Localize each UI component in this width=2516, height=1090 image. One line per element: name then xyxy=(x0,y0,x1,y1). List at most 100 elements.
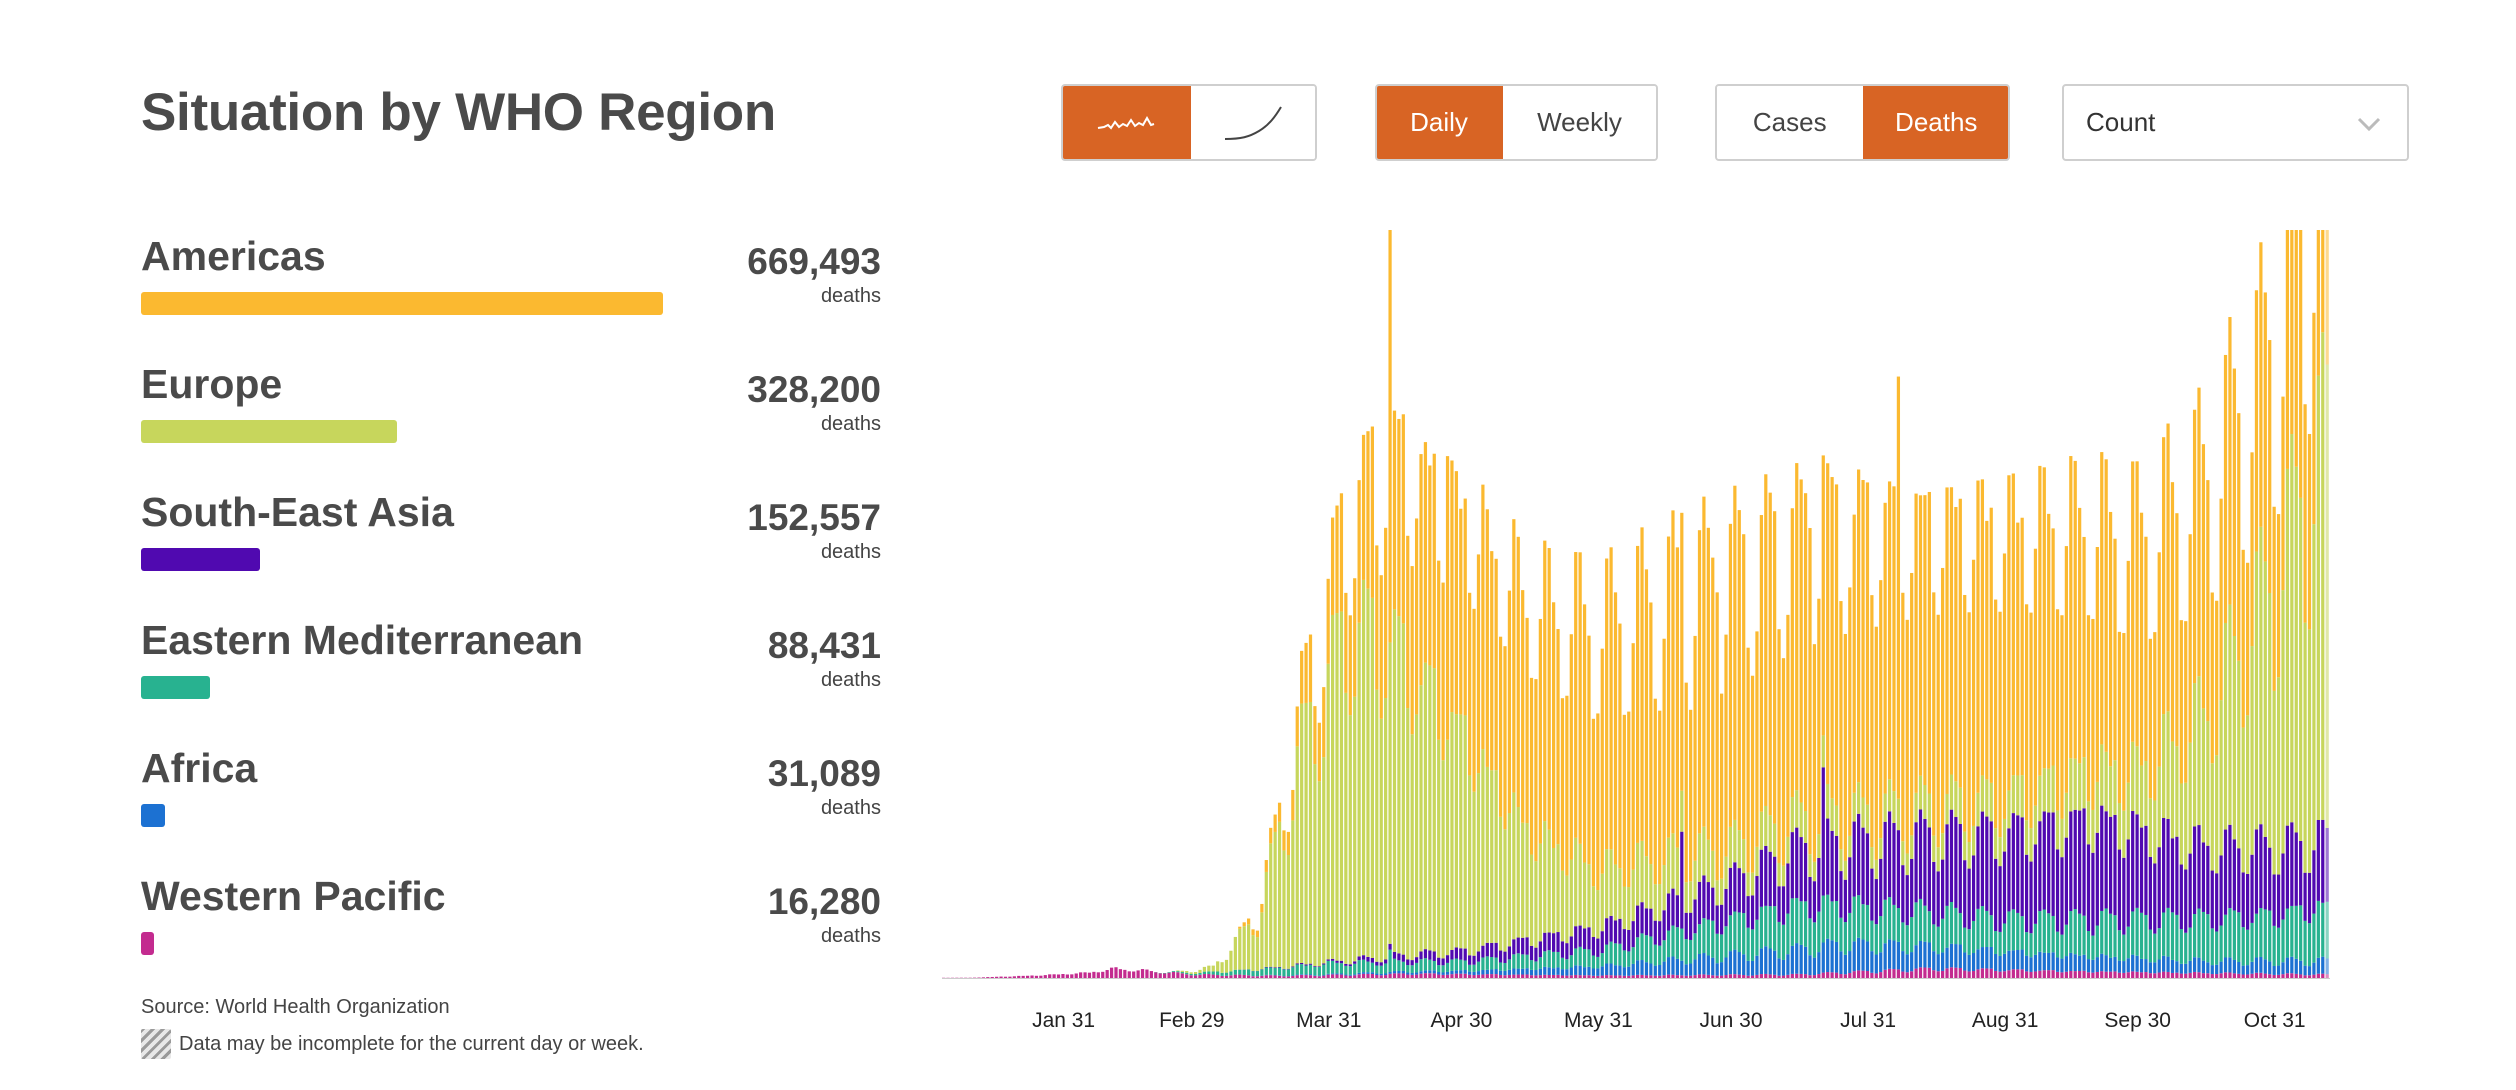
bar-segment-africa[interactable] xyxy=(1313,975,1317,976)
bar-segment-europe[interactable] xyxy=(1379,718,1383,963)
bar-segment-americas[interactable] xyxy=(2016,522,2020,776)
bar-segment-south-east-asia[interactable] xyxy=(1821,767,1825,896)
bar-segment-africa[interactable] xyxy=(2166,956,2170,972)
bar-segment-americas[interactable] xyxy=(1560,698,1565,871)
bar-segment-europe[interactable] xyxy=(1821,735,1825,768)
bar-segment-south-east-asia[interactable] xyxy=(1768,851,1772,907)
bar-segment-americas[interactable] xyxy=(1255,930,1260,938)
bar-segment-western-pacific[interactable] xyxy=(2162,971,2166,978)
bar-segment-europe[interactable] xyxy=(1366,588,1370,957)
bar-segment-eastern-mediterranean[interactable] xyxy=(1702,918,1706,954)
bar-segment-south-east-asia[interactable] xyxy=(1277,966,1282,968)
bar-segment-western-pacific[interactable] xyxy=(1582,975,1587,978)
bar-segment-western-pacific[interactable] xyxy=(1697,974,1702,978)
bar-segment-africa[interactable] xyxy=(1702,953,1706,975)
cumulative-shape-button[interactable] xyxy=(1189,86,1315,159)
bar-segment-south-east-asia[interactable] xyxy=(2122,857,2126,935)
bar-segment-south-east-asia[interactable] xyxy=(1971,855,1976,921)
bar-segment-south-east-asia[interactable] xyxy=(2135,814,2139,908)
bar-segment-americas[interactable] xyxy=(1392,410,1397,610)
bar-segment-americas[interactable] xyxy=(1918,495,1923,776)
bar-segment-africa[interactable] xyxy=(1852,941,1856,972)
bar-segment-eastern-mediterranean[interactable] xyxy=(1826,894,1830,939)
bar-segment-americas[interactable] xyxy=(1600,648,1604,874)
bar-segment-south-east-asia[interactable] xyxy=(2184,869,2188,933)
bar-segment-europe[interactable] xyxy=(2303,622,2307,873)
bar-segment-south-east-asia[interactable] xyxy=(1728,867,1733,916)
bar-segment-eastern-mediterranean[interactable] xyxy=(1636,937,1640,961)
bar-segment-eastern-mediterranean[interactable] xyxy=(1322,964,1326,976)
bar-segment-africa[interactable] xyxy=(2170,959,2175,973)
bar-segment-south-east-asia[interactable] xyxy=(1392,951,1397,959)
bar-segment-western-pacific[interactable] xyxy=(1887,968,1892,978)
bar-segment-eastern-mediterranean[interactable] xyxy=(1733,911,1737,950)
bar-segment-europe[interactable] xyxy=(2259,526,2263,825)
bar-segment-south-east-asia[interactable] xyxy=(1808,876,1812,919)
bar-segment-western-pacific[interactable] xyxy=(1812,975,1817,978)
bar-segment-eastern-mediterranean[interactable] xyxy=(2272,925,2276,966)
bar-segment-europe[interactable] xyxy=(2197,676,2201,826)
bar-segment-eastern-mediterranean[interactable] xyxy=(1980,906,1985,948)
bar-segment-africa[interactable] xyxy=(2223,957,2228,973)
bar-segment-europe[interactable] xyxy=(1410,734,1414,961)
bar-segment-south-east-asia[interactable] xyxy=(1472,955,1476,965)
bar-segment-eastern-mediterranean[interactable] xyxy=(2184,932,2188,964)
bar-segment-eastern-mediterranean[interactable] xyxy=(1282,969,1286,977)
bar-segment-eastern-mediterranean[interactable] xyxy=(1251,971,1255,977)
bar-segment-africa[interactable] xyxy=(1998,955,2002,972)
bar-segment-western-pacific[interactable] xyxy=(1764,973,1768,978)
bar-segment-western-pacific[interactable] xyxy=(1441,974,1445,978)
bar-segment-eastern-mediterranean[interactable] xyxy=(1737,912,1741,953)
bar-segment-eastern-mediterranean[interactable] xyxy=(1870,920,1874,952)
bar-segment-africa[interactable] xyxy=(1653,965,1657,976)
bar-segment-western-pacific[interactable] xyxy=(1600,975,1604,978)
bar-segment-eastern-mediterranean[interactable] xyxy=(1719,934,1724,963)
bar-segment-africa[interactable] xyxy=(1525,968,1529,975)
bar-segment-africa[interactable] xyxy=(2113,956,2117,972)
bar-segment-africa[interactable] xyxy=(1330,973,1335,975)
bar-segment-eastern-mediterranean[interactable] xyxy=(1476,961,1481,972)
bar-segment-south-east-asia[interactable] xyxy=(1569,936,1573,956)
bar-segment-western-pacific[interactable] xyxy=(2042,970,2046,978)
bar-segment-western-pacific[interactable] xyxy=(1905,972,1909,978)
bar-segment-africa[interactable] xyxy=(1366,972,1370,974)
bar-segment-eastern-mediterranean[interactable] xyxy=(1339,963,1344,974)
bar-segment-eastern-mediterranean[interactable] xyxy=(2223,914,2228,958)
bar-segment-africa[interactable] xyxy=(2232,959,2236,974)
bar-segment-europe[interactable] xyxy=(1896,798,1901,831)
bar-segment-eastern-mediterranean[interactable] xyxy=(1985,910,1989,947)
bar-segment-western-pacific[interactable] xyxy=(1468,974,1472,978)
bar-segment-europe[interactable] xyxy=(2078,763,2082,811)
bar-segment-eastern-mediterranean[interactable] xyxy=(1781,924,1786,960)
bar-segment-africa[interactable] xyxy=(2104,955,2108,972)
bar-segment-south-east-asia[interactable] xyxy=(2246,873,2250,930)
bar-segment-eastern-mediterranean[interactable] xyxy=(1494,957,1498,970)
bar-segment-western-pacific[interactable] xyxy=(1945,968,1949,978)
bar-segment-western-pacific[interactable] xyxy=(1198,974,1202,978)
bar-segment-south-east-asia[interactable] xyxy=(2153,863,2157,934)
bar-segment-eastern-mediterranean[interactable] xyxy=(1706,919,1710,956)
bar-segment-south-east-asia[interactable] xyxy=(2316,820,2320,901)
bar-segment-europe[interactable] xyxy=(1273,831,1277,968)
bar-segment-americas[interactable] xyxy=(1817,598,1821,835)
bar-segment-eastern-mediterranean[interactable] xyxy=(1516,953,1520,969)
bar-segment-africa[interactable] xyxy=(1963,952,1967,971)
region-europe[interactable]: Europe 328,200 deaths xyxy=(141,361,881,471)
bar-segment-europe[interactable] xyxy=(1269,843,1273,967)
bar-segment-africa[interactable] xyxy=(2139,958,2144,973)
bar-segment-americas[interactable] xyxy=(1949,487,1954,775)
bar-segment-africa[interactable] xyxy=(2162,955,2166,972)
bar-segment-africa[interactable] xyxy=(1300,974,1304,975)
bar-segment-western-pacific[interactable] xyxy=(1317,976,1321,978)
bar-segment-africa[interactable] xyxy=(1777,958,1781,976)
bar-segment-south-east-asia[interactable] xyxy=(1927,827,1931,912)
bar-segment-south-east-asia[interactable] xyxy=(1300,962,1304,965)
bar-segment-western-pacific[interactable] xyxy=(1596,975,1600,978)
bar-segment-europe[interactable] xyxy=(1472,791,1476,956)
bar-segment-eastern-mediterranean[interactable] xyxy=(1507,959,1512,970)
bar-segment-eastern-mediterranean[interactable] xyxy=(1896,907,1901,942)
bar-segment-south-east-asia[interactable] xyxy=(1755,876,1759,920)
bar-segment-south-east-asia[interactable] xyxy=(2175,836,2179,915)
bar-segment-south-east-asia[interactable] xyxy=(2157,847,2161,929)
bar-segment-south-east-asia[interactable] xyxy=(2307,872,2312,924)
